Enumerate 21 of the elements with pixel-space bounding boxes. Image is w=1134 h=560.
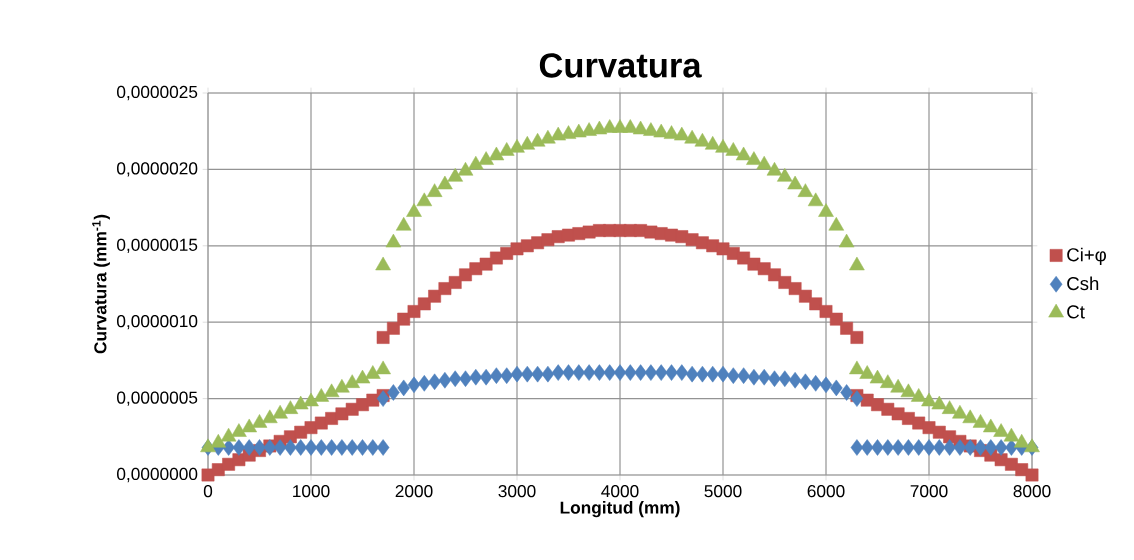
x-tick-label: 2000 [395,485,433,498]
y-tick-label: 0,0000010 [117,315,198,330]
x-tick-label: 7000 [910,485,948,498]
y-tick-label: 0,0000005 [117,391,198,406]
x-axis-title: Longitud (mm) [560,501,680,518]
y-tick-label: 0,0000015 [117,238,198,253]
y-tick-label: 0,0000000 [117,467,198,483]
x-tick-label: 0 [203,485,213,498]
legend-label: Ct [1067,305,1085,319]
x-tick-label: 8000 [1013,485,1051,498]
x-tick-label: 3000 [498,485,536,498]
y-tick-label: 0,0000025 [117,85,198,101]
y-axis-title: Curvatura (mm$^{-1}$) [92,214,110,354]
y-tick-label: 0,0000020 [117,162,198,177]
x-tick-label: 6000 [807,485,845,498]
legend-label: Csh [1067,276,1099,291]
x-tick-label: 4000 [601,485,639,498]
x-tick-label: 5000 [704,485,742,498]
x-tick-label: 1000 [293,485,330,498]
legend-label: Ci+φ [1067,247,1106,266]
chart-title: Curvatura [539,53,702,78]
